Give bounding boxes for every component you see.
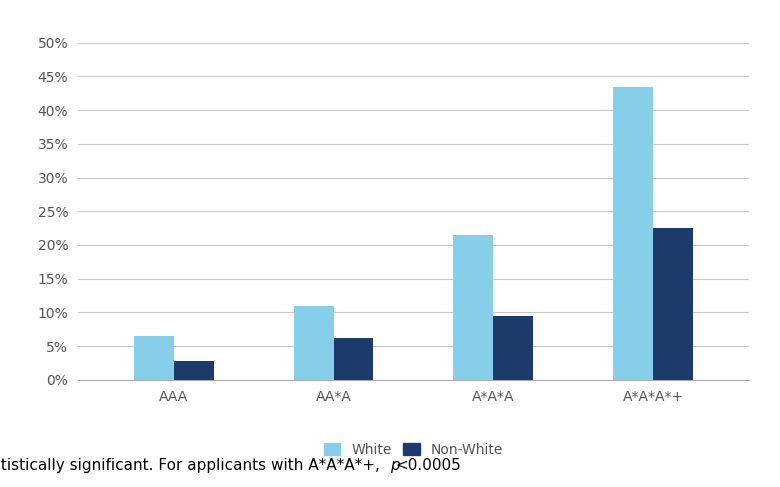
Bar xyxy=(653,228,693,380)
Bar xyxy=(174,361,214,380)
Legend: White, Non-White: White, Non-White xyxy=(324,443,503,457)
Bar xyxy=(134,336,174,380)
Text: The disparities are statistically significant. For applicants with A*A*A*+,: The disparities are statistically signif… xyxy=(0,458,390,472)
Bar xyxy=(293,306,334,380)
Text: p: p xyxy=(390,458,399,472)
Text: <0.0005: <0.0005 xyxy=(395,458,461,472)
Bar xyxy=(334,338,374,380)
Bar xyxy=(453,235,493,380)
Bar xyxy=(493,316,534,380)
Bar xyxy=(613,87,653,380)
